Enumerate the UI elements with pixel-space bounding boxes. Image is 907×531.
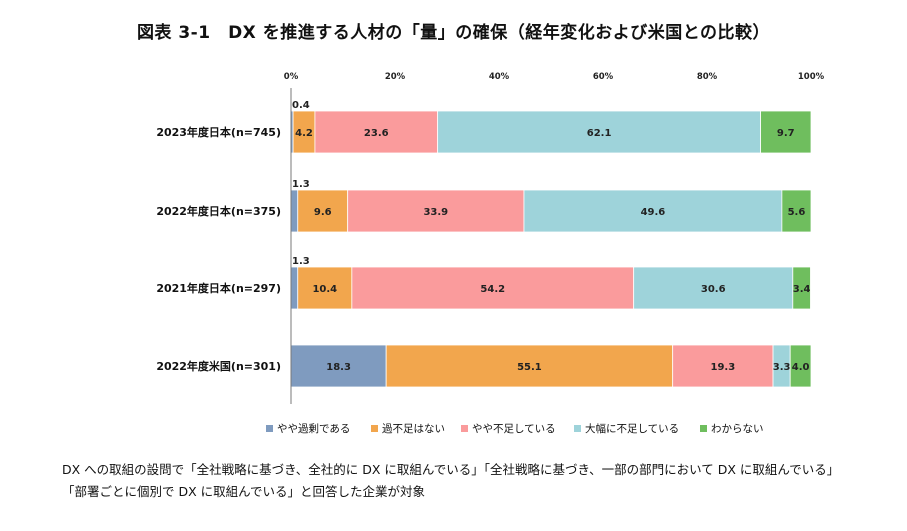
bar-segment (385, 344, 674, 388)
legend-swatch (574, 425, 581, 432)
bar-segment (789, 344, 812, 388)
bar-segment (523, 189, 783, 233)
data-label: 54.2 (480, 284, 505, 295)
data-label: 4.2 (295, 128, 313, 139)
data-label: 19.3 (711, 362, 736, 373)
data-label: 1.3 (292, 179, 310, 190)
x-tick-label: 40% (489, 72, 510, 82)
data-label: 18.3 (326, 362, 351, 373)
data-label: 30.6 (701, 284, 726, 295)
category-label: 2022年度日本(n=375) (156, 204, 281, 218)
data-label: 62.1 (587, 128, 612, 139)
data-label: 49.6 (641, 207, 666, 218)
legend-label: わからない (711, 423, 764, 435)
x-tick-label: 80% (697, 72, 718, 82)
x-tick-label: 0% (284, 72, 299, 82)
data-label: 9.6 (314, 207, 332, 218)
data-label: 5.6 (788, 207, 806, 218)
x-tick-label: 60% (593, 72, 614, 82)
legend-swatch (461, 425, 468, 432)
x-tick-label: 100% (798, 72, 825, 82)
data-label: 0.4 (292, 100, 310, 111)
bar-segment (760, 110, 812, 154)
bar-segment (314, 110, 439, 154)
bar-segment (347, 189, 525, 233)
legend-label: やや不足している (472, 423, 556, 435)
category-label: 2023年度日本(n=745) (156, 125, 281, 139)
chart-title: 図表 3-1 DX を推進する人材の「量」の確保（経年変化および米国との比較） (136, 23, 771, 43)
x-tick-label: 20% (385, 72, 406, 82)
legend-label: 過不足はない (382, 423, 445, 435)
data-label: 33.9 (423, 207, 448, 218)
footnote-line-2: 「部署ごとに個別で DX に取組んでいる」と回答した企業が対象 (62, 484, 426, 499)
legend-swatch (700, 425, 707, 432)
data-label: 4.0 (792, 362, 810, 373)
legend-label: 大幅に不足している (585, 422, 679, 435)
legend-swatch (371, 425, 378, 432)
data-label: 3.3 (773, 362, 791, 373)
footnote-line-1: DX への取組の設問で「全社戦略に基づき、全社的に DX に取組んでいる」「全社… (62, 462, 840, 477)
bar-segment (351, 266, 635, 310)
category-label: 2022年度米国(n=301) (156, 359, 281, 373)
bar-segment (290, 189, 299, 233)
bar-segment (792, 266, 811, 310)
data-label: 1.3 (292, 256, 310, 267)
bar-segment (781, 189, 812, 233)
data-label: 3.4 (793, 284, 811, 295)
data-label: 10.4 (312, 284, 337, 295)
legend-swatch (266, 425, 273, 432)
data-label: 23.6 (364, 128, 389, 139)
bar-segment (290, 266, 299, 310)
legend-label: やや過剰である (277, 423, 350, 435)
bar-segment (297, 266, 353, 310)
bar-segment (633, 266, 794, 310)
data-label: 55.1 (517, 362, 542, 373)
footnote: DX への取組の設問で「全社戦略に基づき、全社的に DX に取組んでいる」「全社… (62, 459, 839, 503)
data-label: 9.7 (777, 128, 795, 139)
category-label: 2021年度日本(n=297) (156, 281, 281, 295)
bar-segment (437, 110, 761, 154)
